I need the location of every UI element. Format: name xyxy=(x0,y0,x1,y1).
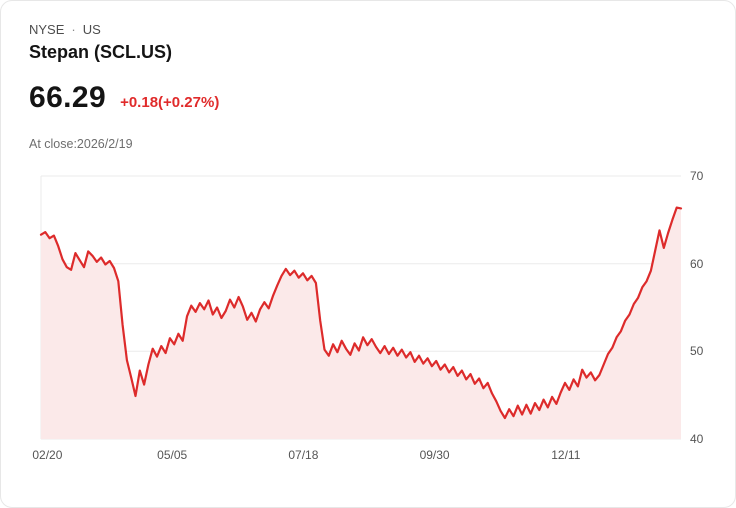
exchange-row: NYSE · US xyxy=(29,22,101,37)
x-axis-label: 05/05 xyxy=(157,448,188,462)
x-axis-label: 12/11 xyxy=(551,448,581,462)
price-line xyxy=(39,206,683,420)
chart-plot-area[interactable] xyxy=(39,175,683,440)
x-axis-label: 07/18 xyxy=(288,448,319,462)
x-axis-label: 02/20 xyxy=(32,448,63,462)
last-price: 66.29 xyxy=(29,81,107,114)
y-axis-label: 70 xyxy=(690,169,704,183)
price-row: 66.29 +0.18(+0.27%) xyxy=(29,81,219,115)
x-axis-label: 09/30 xyxy=(419,448,450,462)
y-axis-label: 50 xyxy=(690,344,704,359)
y-axis-label: 60 xyxy=(690,256,704,271)
region-label: US xyxy=(82,22,101,37)
price-line-chart xyxy=(39,175,683,440)
y-axis-label: 40 xyxy=(690,432,704,446)
area-fill xyxy=(41,207,681,439)
exchange-label: NYSE xyxy=(29,22,65,37)
close-date: At close:2026/2/19 xyxy=(29,137,133,151)
stock-title: Stepan (SCL.US) xyxy=(29,42,173,62)
separator-dot: · xyxy=(71,22,76,37)
price-change: +0.18(+0.27%) xyxy=(120,94,220,111)
